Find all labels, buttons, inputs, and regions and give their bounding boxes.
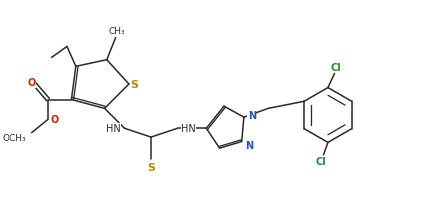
Text: N: N <box>248 110 256 120</box>
Text: HN: HN <box>106 124 121 134</box>
Text: S: S <box>131 80 139 90</box>
Text: S: S <box>147 162 155 172</box>
Text: Cl: Cl <box>331 62 342 72</box>
Text: Cl: Cl <box>316 157 327 167</box>
Text: OCH₃: OCH₃ <box>3 133 26 142</box>
Text: O: O <box>27 78 35 88</box>
Text: CH₃: CH₃ <box>108 26 125 35</box>
Text: HN: HN <box>181 124 196 134</box>
Text: N: N <box>246 140 254 150</box>
Text: O: O <box>51 115 59 125</box>
